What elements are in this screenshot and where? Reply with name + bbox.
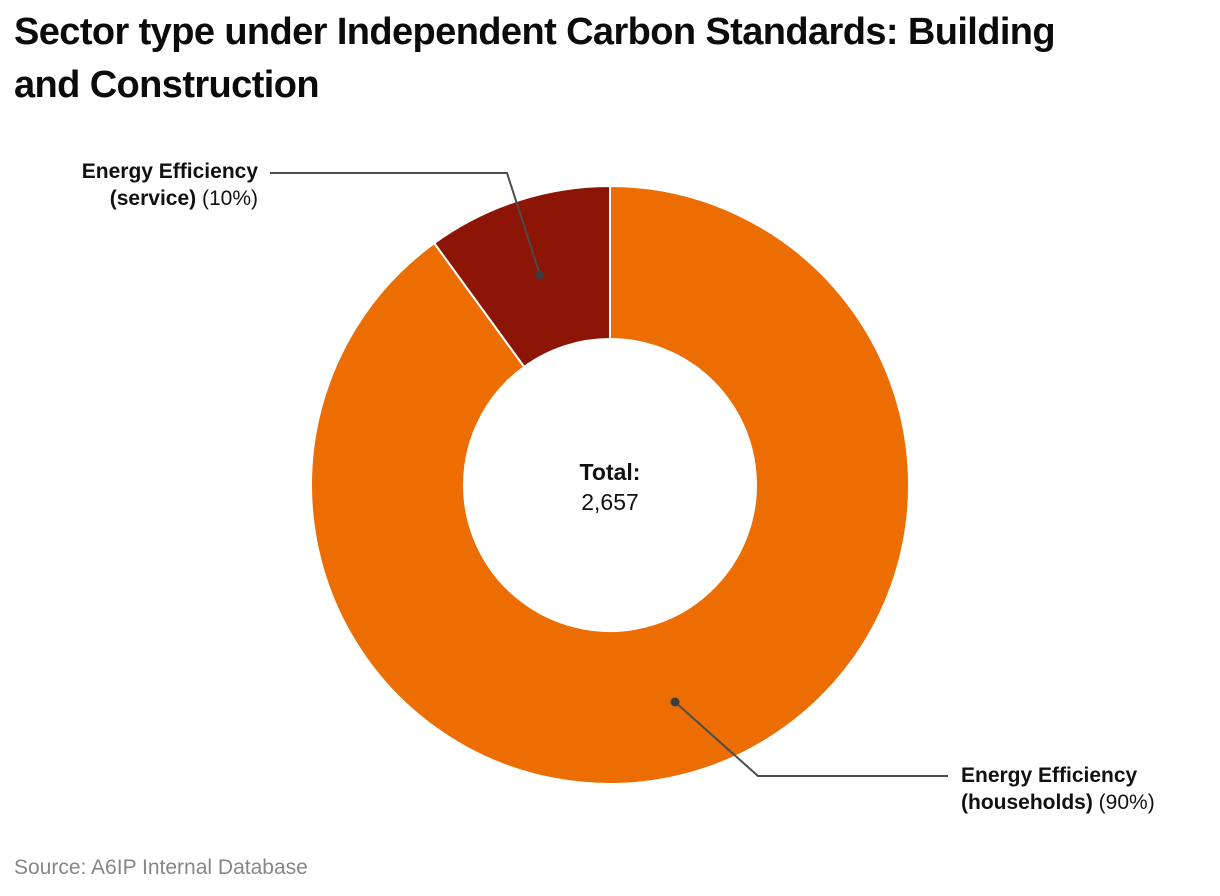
pie-slice-households[interactable]: [310, 185, 910, 785]
leader-line-households: [674, 701, 948, 777]
callout-households-name: Energy Efficiency: [961, 764, 1138, 787]
callout-households-percent: (90%): [1098, 791, 1155, 814]
chart-title: Sector type under Independent Carbon Sta…: [14, 6, 1214, 112]
pie-slice-service[interactable]: [433, 185, 611, 368]
callout-service: Energy Efficiency (service) (10%): [82, 158, 258, 212]
callout-service-name-2: (service): [109, 187, 197, 210]
callout-households: Energy Efficiency (households) (90%): [961, 762, 1155, 816]
donut-center-total: Total: 2,657: [580, 457, 641, 517]
callout-service-percent: (10%): [201, 187, 258, 210]
callout-households-name-2: (households): [961, 791, 1093, 814]
leader-line-service: [270, 172, 541, 276]
leader-dot-service: [535, 270, 545, 280]
source-note: Source: A6IP Internal Database: [14, 856, 308, 879]
chart-title-line2: and Construction: [14, 64, 320, 106]
leader-dot-households: [670, 697, 680, 707]
chart-title-line1: Sector type under Independent Carbon Sta…: [14, 11, 1056, 53]
total-value: 2,657: [581, 489, 639, 515]
total-label: Total:: [579, 459, 641, 485]
callout-service-name: Energy Efficiency: [81, 160, 258, 183]
